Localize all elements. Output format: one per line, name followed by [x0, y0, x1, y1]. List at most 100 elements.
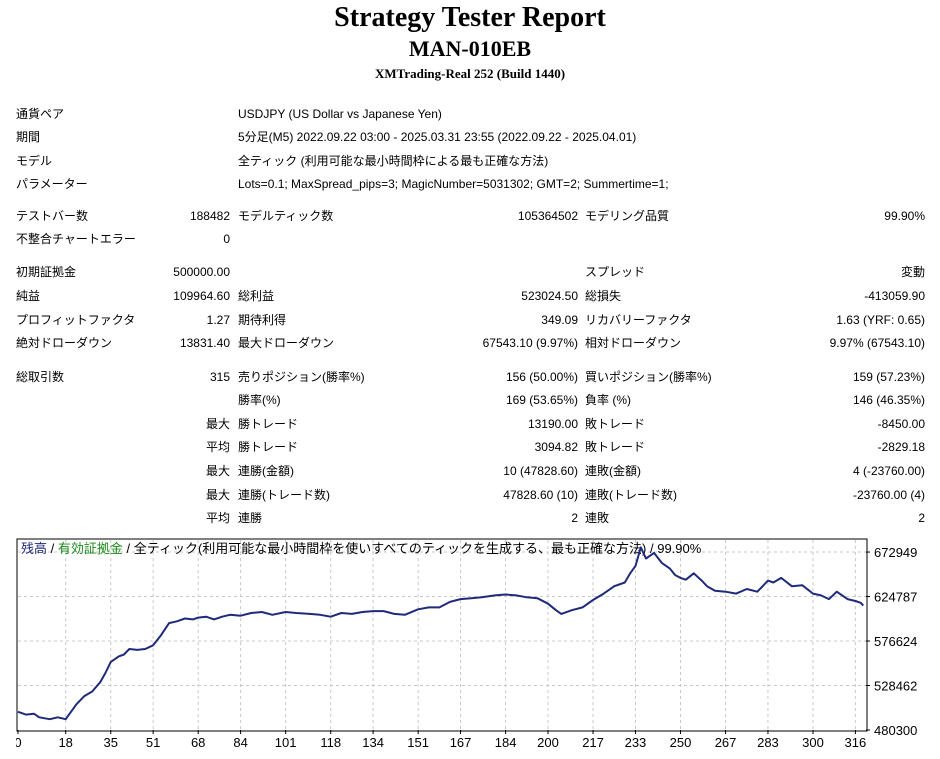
largest-win-label: 勝トレード [238, 417, 299, 431]
mismatch-value: 0 [223, 232, 230, 246]
average-word: 平均 [205, 440, 230, 454]
abs-dd-value: 13831.40 [179, 336, 230, 350]
cons-loss-cnt-value: -23760.00 (4) [852, 488, 925, 502]
pf-value: 1.27 [206, 313, 230, 327]
gross-profit-value: 523024.50 [521, 289, 578, 303]
largest-loss-label: 敗トレード [585, 417, 646, 431]
x-tick-label: 250 [670, 735, 692, 750]
avg-cons-word: 平均 [205, 511, 230, 525]
x-tick-label: 167 [450, 735, 472, 750]
trades-label: 総取引数 [16, 370, 65, 384]
y-tick-label: 528462 [874, 679, 917, 694]
avg-cons-loss-label: 連敗 [585, 511, 610, 525]
plot-frame [16, 538, 868, 732]
balance-chart: 残高 / 有効証拠金 / 全ティック(利用可能な最小時間枠を使いすべてのティック… [16, 538, 917, 750]
y-tick-label: 576624 [874, 634, 917, 649]
net-value: 109964.60 [173, 289, 230, 303]
lossrate-value: 146 (46.35%) [852, 393, 925, 407]
bars-label: テストバー数 [16, 209, 89, 223]
x-tick-label: 217 [582, 735, 604, 750]
cons-loss-amt-label: 連敗(金額) [585, 464, 641, 478]
x-tick-label: 68 [191, 735, 205, 750]
cons-loss-amt-value: 4 (-23760.00) [852, 464, 925, 478]
mismatch-label: 不整合チャートエラー [16, 232, 136, 246]
max-dd-value: 67543.10 (9.97%) [482, 336, 578, 350]
short-value: 156 (50.00%) [505, 370, 578, 384]
gross-profit-label: 総利益 [238, 289, 275, 303]
pf-label: プロフィットファクタ [16, 313, 136, 327]
ticks-label: モデルティック数 [238, 209, 334, 223]
gross-loss-value: -413059.90 [864, 289, 925, 303]
max-cons-cnt-word: 最大 [205, 488, 230, 502]
max-dd-label: 最大ドローダウン [238, 336, 335, 350]
x-tick-label: 0 [16, 735, 22, 750]
bars-value: 188482 [189, 209, 230, 223]
period-label: 期間 [16, 130, 41, 144]
expected-value: 349.09 [541, 313, 578, 327]
winrate-value: 169 (53.65%) [505, 393, 578, 407]
x-tick-label: 134 [362, 735, 384, 750]
cons-win-amt-label: 連勝(金額) [238, 464, 294, 478]
largest-win-value: 13190.00 [527, 417, 578, 431]
balance-line [17, 546, 865, 721]
legend-equity: 有効証拠金 [58, 541, 123, 556]
x-tick-label: 101 [275, 735, 297, 750]
server-build: XMTrading-Real 252 (Build 1440) [374, 66, 566, 81]
x-tick-label: 233 [625, 735, 647, 750]
x-tick-label: 51 [146, 735, 160, 750]
avg-loss-value: -2829.18 [877, 440, 925, 454]
gross-loss-label: 総損失 [585, 289, 622, 303]
recovery-label: リカバリーファクタ [585, 313, 692, 327]
long-label: 買いポジション(勝率%) [585, 370, 712, 384]
model-value: 全ティック (利用可能な最小時間枠による最も正確な方法) [238, 154, 549, 168]
x-tick-label: 35 [104, 735, 118, 750]
abs-dd-label: 絶対ドローダウン [16, 336, 113, 350]
deposit-value: 500000.00 [173, 265, 230, 279]
x-tick-label: 151 [407, 735, 429, 750]
lossrate-label: 負率 (%) [585, 393, 631, 407]
expected-label: 期待利得 [238, 313, 287, 327]
largest-loss-value: -8450.00 [877, 417, 925, 431]
quality-label: モデリング品質 [585, 209, 670, 223]
avg-win-value: 3094.82 [534, 440, 578, 454]
recovery-value: 1.63 (YRF: 0.65) [836, 313, 925, 327]
winrate-label: 勝率(%) [238, 393, 281, 407]
avg-cons-win-label: 連勝 [238, 511, 263, 525]
x-tick-label: 283 [757, 735, 779, 750]
pair-label: 通貨ペア [16, 107, 65, 121]
y-tick-label: 672949 [874, 545, 917, 560]
max-cons-amt-word: 最大 [205, 464, 230, 478]
avg-win-label: 勝トレード [238, 440, 299, 454]
x-tick-label: 300 [802, 735, 824, 750]
deposit-label: 初期証拠金 [16, 265, 77, 279]
spread-value: 変動 [900, 265, 925, 279]
cons-loss-cnt-label: 連敗(トレード数) [585, 488, 677, 502]
cons-win-cnt-value: 47828.60 (10) [503, 488, 578, 502]
x-tick-label: 84 [233, 735, 247, 750]
params-label: パラメーター [16, 177, 88, 191]
legend-text: 残高 / 有効証拠金 / 全ティック(利用可能な最小時間枠を使いすべてのティック… [21, 541, 702, 556]
largest-word: 最大 [205, 417, 230, 431]
legend-sep-1: / [47, 541, 58, 556]
params-value: Lots=0.1; MaxSpread_pips=3; MagicNumber=… [238, 177, 669, 191]
legend-sep-2: / [123, 541, 134, 556]
x-tick-label: 184 [495, 735, 517, 750]
avg-cons-win-value: 2 [571, 511, 578, 525]
rel-dd-label: 相対ドローダウン [585, 336, 682, 350]
x-tick-label: 267 [715, 735, 737, 750]
cons-win-amt-value: 10 (47828.60) [503, 464, 578, 478]
long-value: 159 (57.23%) [852, 370, 925, 384]
pair-value: USDJPY (US Dollar vs Japanese Yen) [238, 107, 442, 121]
expert-name: MAN-010EB [408, 36, 532, 61]
quality-value: 99.90% [884, 209, 925, 223]
period-value: 5分足(M5) 2022.09.22 03:00 - 2025.03.31 23… [238, 130, 637, 144]
short-label: 売りポジション(勝率%) [238, 370, 365, 384]
legend-description: 全ティック(利用可能な最小時間枠を使いすべてのティックを生成する、最も正確な方法… [134, 541, 702, 556]
model-label: モデル [16, 154, 53, 168]
x-tick-label: 200 [537, 735, 559, 750]
avg-loss-label: 敗トレード [585, 440, 646, 454]
net-label: 純益 [16, 289, 41, 303]
x-tick-label: 316 [845, 735, 867, 750]
avg-cons-loss-value: 2 [918, 511, 925, 525]
y-tick-label: 480300 [874, 723, 917, 738]
